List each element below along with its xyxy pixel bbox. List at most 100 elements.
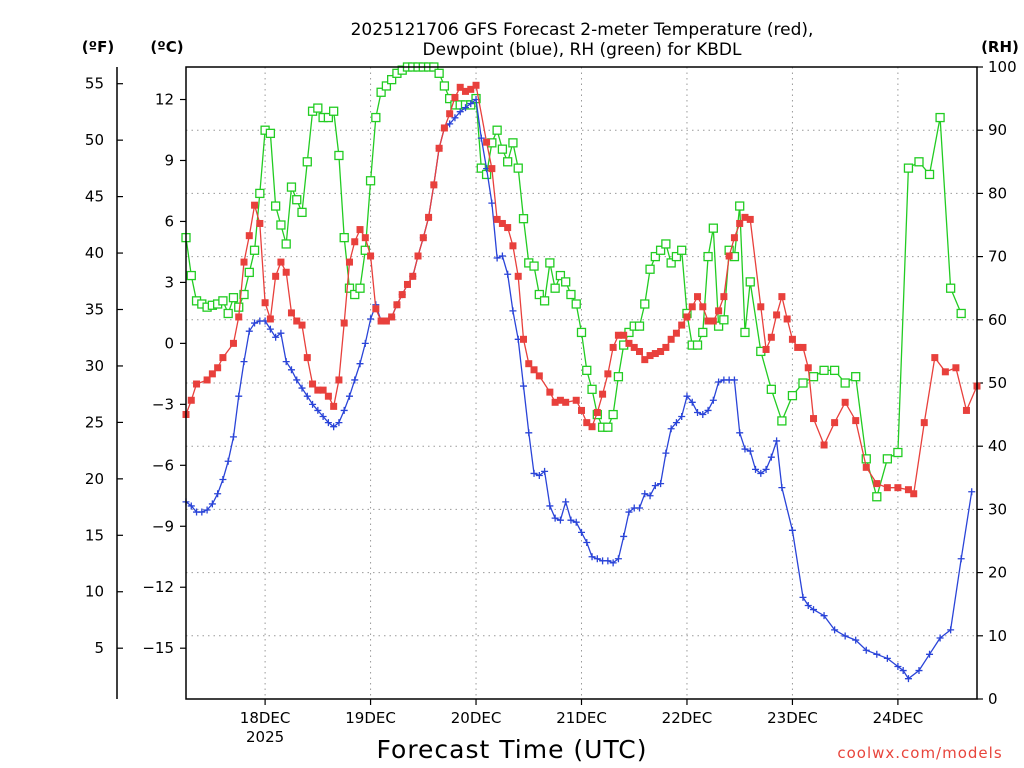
temperature-point	[535, 372, 543, 380]
temperature-line	[185, 84, 978, 495]
temperature-point	[367, 252, 375, 260]
dewpoint-point	[773, 437, 781, 445]
fahrenheit-tick-label: 25	[85, 413, 104, 431]
celsius-tick-label: −6	[152, 456, 174, 474]
rh-point	[735, 201, 745, 211]
dewpoint-point	[636, 504, 644, 512]
rh-point	[634, 321, 645, 331]
x-axis-label: Forecast Time (UTC)	[377, 735, 648, 764]
dewpoint-point	[926, 650, 934, 658]
rh-point	[387, 74, 397, 85]
rh-point	[671, 251, 682, 262]
temperature-point	[319, 386, 327, 394]
rh-point	[550, 283, 560, 293]
rh-point	[292, 195, 302, 205]
temperature-point	[272, 272, 280, 280]
temperature-point	[746, 215, 754, 223]
rh-point	[323, 112, 334, 123]
rh-point	[265, 128, 276, 139]
dewpoint-point	[604, 557, 612, 565]
rh-point	[365, 176, 376, 186]
celsius-tick-label: 12	[155, 91, 174, 109]
rh-point	[239, 289, 249, 300]
dewpoint-point	[451, 114, 459, 122]
temperature-point	[883, 484, 891, 492]
chart-title-line1: 2025121706 GFS Forecast 2-meter Temperat…	[351, 20, 814, 40]
rh-tick-label: 10	[988, 627, 1007, 645]
temperature-point	[214, 364, 222, 372]
dewpoint-point	[456, 108, 464, 116]
rh-point	[561, 277, 571, 287]
temperature-point	[266, 315, 274, 323]
x-tick-label: 21DEC	[556, 709, 607, 727]
dewpoint-point	[583, 539, 591, 547]
dewpoint-point	[319, 413, 327, 421]
dewpoint-point	[187, 502, 195, 510]
dewpoint-point	[904, 675, 912, 683]
rh-point	[740, 327, 750, 338]
dewpoint-point	[509, 307, 517, 315]
rh-point	[276, 220, 286, 230]
rh-point	[613, 372, 624, 382]
temperature-point	[251, 201, 259, 209]
temperature-point	[361, 234, 369, 242]
temperature-point	[614, 331, 622, 339]
rh-point	[286, 182, 297, 192]
temperature-point	[235, 313, 243, 321]
temperature-point	[551, 398, 559, 406]
dewpoint-point	[936, 634, 944, 642]
dewpoint-point	[915, 667, 923, 675]
temperature-point	[451, 93, 459, 101]
dewpoint-point	[556, 516, 564, 524]
temperature-series	[182, 81, 981, 498]
rh-point	[218, 296, 228, 306]
rh-point	[861, 454, 871, 464]
temperature-point	[862, 463, 870, 471]
rh-point	[281, 239, 291, 249]
gridlines	[186, 66, 977, 700]
dewpoint-point	[852, 636, 860, 644]
credit-text: coolwx.com/models	[837, 744, 1002, 762]
dewpoint-point	[493, 254, 501, 262]
temperature-point	[910, 490, 918, 498]
temperature-point	[688, 303, 696, 311]
temperature-point	[546, 388, 554, 396]
rh-point	[582, 365, 592, 376]
rh-point	[545, 258, 555, 268]
rh-point	[666, 258, 676, 268]
temperature-point	[841, 398, 849, 406]
rh-tick-label: 60	[988, 311, 1007, 329]
temperature-point	[852, 417, 860, 425]
temperature-point	[562, 398, 570, 406]
rh-point	[914, 157, 924, 167]
temperature-point	[298, 321, 306, 329]
temperature-point	[952, 364, 960, 372]
rh-line	[185, 66, 962, 500]
rh-point	[513, 163, 523, 173]
celsius-tick-label: −12	[142, 578, 174, 596]
dewpoint-point	[356, 360, 364, 368]
temperature-point	[314, 386, 322, 394]
temperature-point	[736, 219, 744, 227]
dewpoint-point	[309, 400, 317, 408]
rh-tick-label: 70	[988, 248, 1007, 266]
plot-frame	[185, 66, 978, 700]
temperature-point	[456, 83, 464, 91]
temperature-point	[920, 419, 928, 427]
temperature-point	[593, 408, 601, 416]
rh-point	[297, 207, 307, 218]
rh-point	[355, 283, 365, 293]
rh-point	[587, 384, 597, 394]
rh-point	[186, 270, 196, 281]
dewpoint-point	[277, 329, 285, 337]
temperature-point	[377, 317, 385, 325]
celsius-tick-label: 0	[164, 334, 174, 352]
rh-point	[708, 223, 718, 233]
dewpoint-point	[578, 528, 585, 536]
rh-point	[645, 264, 655, 274]
rh-point	[302, 157, 312, 167]
dewpoint-point	[551, 514, 559, 522]
temperature-point	[430, 181, 438, 189]
temperature-point	[435, 144, 443, 152]
